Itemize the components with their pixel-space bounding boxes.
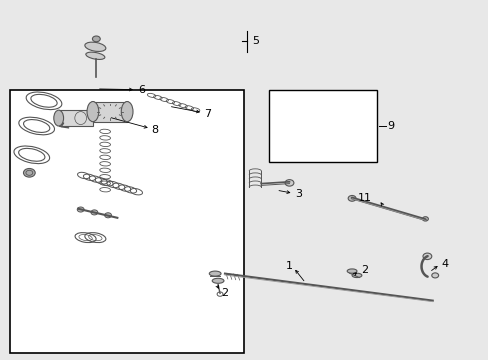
Circle shape bbox=[92, 36, 100, 42]
Circle shape bbox=[431, 273, 438, 278]
Text: 2: 2 bbox=[221, 288, 228, 298]
Ellipse shape bbox=[86, 52, 104, 59]
Circle shape bbox=[422, 253, 431, 260]
Bar bbox=[59, 110, 93, 126]
Ellipse shape bbox=[87, 102, 99, 122]
Ellipse shape bbox=[351, 273, 361, 278]
Circle shape bbox=[104, 213, 111, 218]
Circle shape bbox=[77, 207, 84, 212]
Ellipse shape bbox=[209, 271, 221, 276]
Circle shape bbox=[23, 168, 35, 177]
Text: 3: 3 bbox=[294, 189, 301, 199]
Circle shape bbox=[91, 210, 98, 215]
Text: 5: 5 bbox=[251, 36, 258, 46]
Ellipse shape bbox=[54, 110, 63, 126]
Circle shape bbox=[422, 217, 427, 221]
Ellipse shape bbox=[85, 42, 105, 51]
Bar bbox=[10, 90, 244, 353]
Text: 1: 1 bbox=[285, 261, 292, 271]
Ellipse shape bbox=[212, 278, 224, 283]
Text: 7: 7 bbox=[204, 109, 211, 119]
Text: 2: 2 bbox=[360, 265, 367, 275]
Ellipse shape bbox=[346, 269, 356, 273]
Ellipse shape bbox=[298, 129, 320, 138]
Text: 11: 11 bbox=[357, 193, 371, 203]
Text: 8: 8 bbox=[151, 125, 159, 135]
Bar bbox=[268, 90, 376, 162]
Text: 10: 10 bbox=[346, 131, 360, 141]
Text: 9: 9 bbox=[386, 121, 394, 131]
Ellipse shape bbox=[298, 121, 325, 131]
Text: 6: 6 bbox=[138, 85, 144, 95]
Circle shape bbox=[347, 195, 355, 201]
Ellipse shape bbox=[121, 102, 133, 122]
Bar bbox=[93, 102, 127, 122]
Text: 4: 4 bbox=[441, 258, 448, 269]
Circle shape bbox=[285, 180, 293, 186]
Circle shape bbox=[297, 100, 305, 106]
